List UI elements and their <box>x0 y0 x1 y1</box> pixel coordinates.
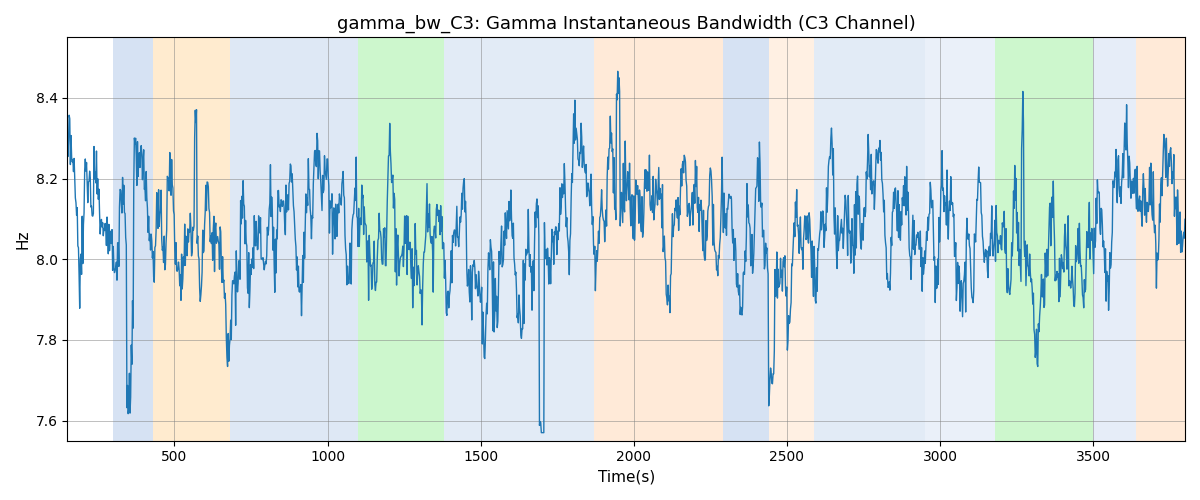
Bar <box>768 38 815 440</box>
Bar <box>444 38 594 440</box>
Bar <box>229 38 358 440</box>
Title: gamma_bw_C3: Gamma Instantaneous Bandwidth (C3 Channel): gamma_bw_C3: Gamma Instantaneous Bandwid… <box>337 15 916 34</box>
Bar <box>722 38 768 440</box>
Y-axis label: Hz: Hz <box>16 230 30 249</box>
Bar <box>594 38 722 440</box>
Bar <box>1136 38 1192 440</box>
Bar <box>358 38 444 440</box>
Bar <box>925 38 995 440</box>
Bar <box>815 38 925 440</box>
X-axis label: Time(s): Time(s) <box>598 470 655 485</box>
Bar <box>113 38 154 440</box>
Bar <box>1093 38 1136 440</box>
Bar <box>154 38 229 440</box>
Bar <box>995 38 1093 440</box>
